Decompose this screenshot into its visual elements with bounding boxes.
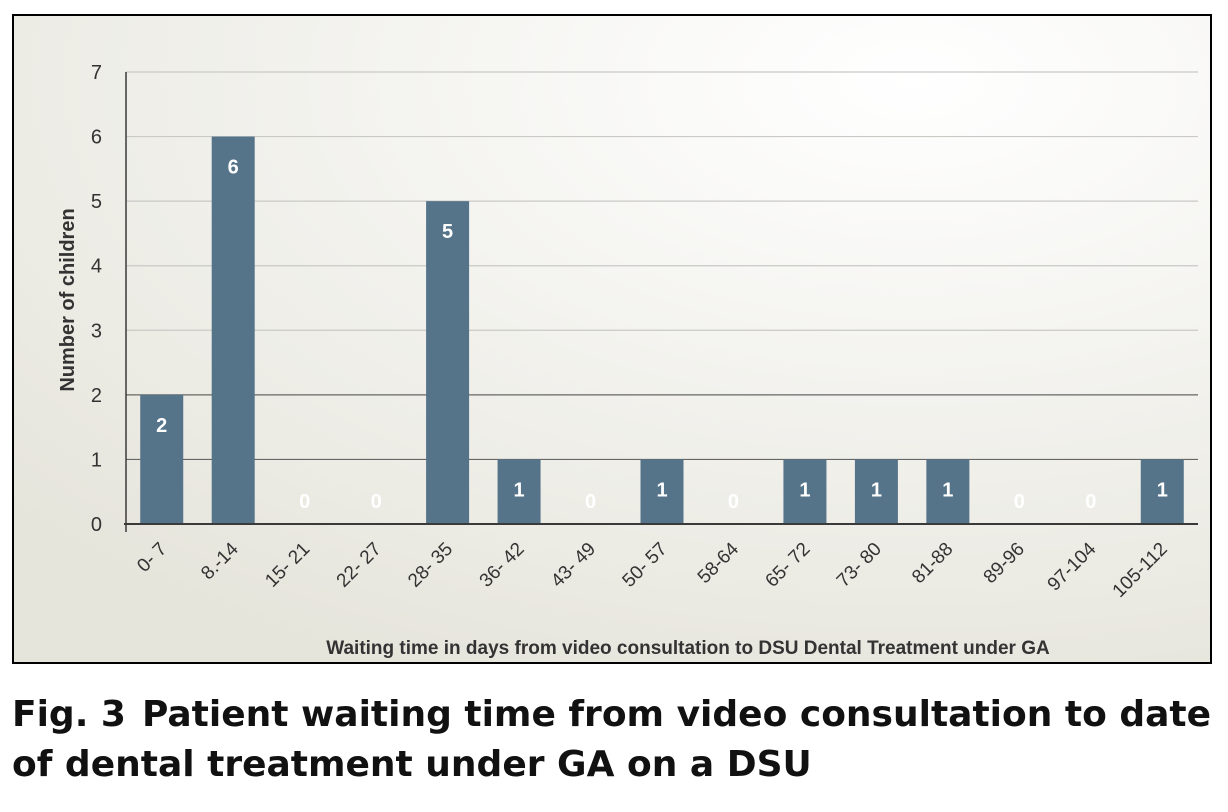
caption-text: Patient waiting time from video consulta… [12,694,1212,785]
y-tick-label: 0 [91,514,102,536]
chart-background [12,14,1212,664]
data-label: 0 [371,491,382,513]
data-label: 5 [442,221,453,243]
data-label: 1 [799,479,810,501]
bar [426,201,470,524]
bar [497,459,541,524]
y-tick-label: 7 [91,62,102,84]
data-label: 1 [656,479,667,501]
y-axis-title: Number of children [57,208,79,391]
bar [211,136,255,525]
bar [926,459,970,524]
y-tick-label: 1 [91,449,102,471]
data-label: 0 [1085,491,1096,513]
bar [640,459,684,524]
bar [783,459,827,524]
data-label: 1 [871,479,882,501]
y-tick-label: 6 [91,127,102,149]
bar [140,394,184,524]
y-tick-label: 3 [91,320,102,342]
data-label: 0 [299,491,310,513]
y-tick-label: 5 [91,191,102,213]
axes [124,72,1198,532]
data-label: 2 [156,415,167,437]
data-label: 0 [728,491,739,513]
y-tick-label: 4 [91,256,102,278]
figure-caption: Fig. 3 Patient waiting time from video co… [12,690,1212,790]
bar [1140,459,1184,524]
data-label: 6 [228,157,239,179]
data-label: 1 [942,479,953,501]
y-tick-label: 2 [91,385,102,407]
data-label: 0 [1014,491,1025,513]
bar [854,459,898,524]
gridlines [126,71,1198,461]
data-label: 1 [514,479,525,501]
chart-figure: 0 1 2 3 4 5 6 7 2 0- 7 6 8.-14 0 15- 21 0 22- 27 5 28- 35… [12,14,1212,664]
x-axis-title: Waiting time in days from video consulta… [326,638,1050,659]
data-label: 0 [585,491,596,513]
data-label: 1 [1157,479,1168,501]
figure-number: Fig. 3 [12,694,126,735]
bars [140,136,1184,525]
